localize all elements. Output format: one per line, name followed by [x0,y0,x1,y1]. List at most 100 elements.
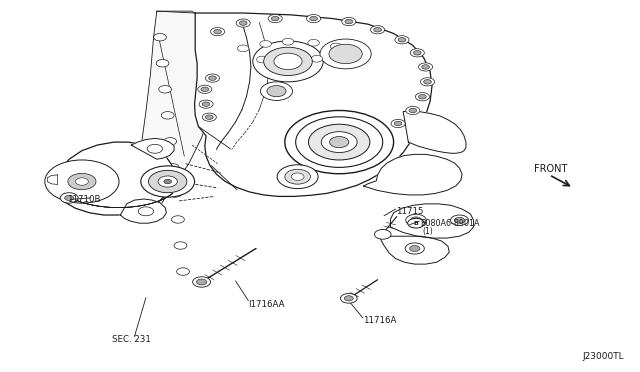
Circle shape [349,49,361,56]
Circle shape [147,144,163,153]
Circle shape [398,38,406,42]
Circle shape [310,16,317,21]
Circle shape [405,243,424,254]
Circle shape [65,195,74,201]
Circle shape [257,56,268,63]
Polygon shape [195,13,432,196]
Circle shape [307,15,321,23]
Circle shape [164,138,177,145]
Circle shape [311,55,323,62]
Circle shape [410,217,422,224]
Circle shape [395,36,409,44]
Circle shape [413,51,421,55]
Circle shape [394,121,402,126]
Circle shape [198,85,212,93]
Circle shape [196,279,207,285]
Circle shape [169,190,182,197]
Polygon shape [390,204,474,238]
Circle shape [330,137,349,148]
Circle shape [202,113,216,121]
Circle shape [330,43,342,50]
Circle shape [253,41,323,82]
Text: B080A6-8901A: B080A6-8901A [420,219,480,228]
Circle shape [308,124,370,160]
Polygon shape [52,142,174,215]
Text: B: B [413,221,419,226]
Circle shape [410,49,424,57]
Circle shape [239,21,247,25]
Circle shape [166,164,179,171]
Circle shape [291,173,304,180]
Circle shape [274,53,302,70]
Circle shape [156,60,169,67]
Text: SEC. 231: SEC. 231 [112,335,151,344]
Circle shape [154,33,166,41]
Circle shape [211,28,225,36]
Text: J23000TL: J23000TL [582,352,624,361]
Circle shape [172,216,184,223]
Text: (1): (1) [422,227,433,236]
Circle shape [420,78,435,86]
Circle shape [329,44,362,64]
Circle shape [419,63,433,71]
Circle shape [138,207,154,216]
Circle shape [214,29,221,34]
Circle shape [345,19,353,24]
Circle shape [237,45,249,52]
Circle shape [342,17,356,26]
Circle shape [76,178,88,185]
Circle shape [164,179,172,184]
Circle shape [410,246,420,251]
Circle shape [422,65,429,69]
Text: 11710B: 11710B [67,195,100,203]
Circle shape [158,176,177,187]
Text: 11715: 11715 [396,207,423,216]
Circle shape [406,106,420,115]
Circle shape [419,94,426,99]
Polygon shape [364,154,462,195]
Circle shape [285,169,310,184]
Text: I1716AA: I1716AA [248,300,285,309]
Circle shape [264,47,312,76]
Circle shape [205,74,220,82]
Circle shape [409,108,417,113]
Circle shape [205,115,213,119]
Circle shape [340,294,357,303]
Circle shape [45,160,119,203]
Circle shape [391,119,405,128]
Circle shape [285,53,297,60]
Circle shape [371,26,385,34]
Circle shape [201,87,209,92]
Circle shape [454,217,465,223]
Circle shape [177,268,189,275]
Circle shape [193,277,211,287]
Circle shape [415,93,429,101]
Circle shape [161,112,174,119]
Circle shape [268,15,282,23]
Circle shape [202,102,210,106]
Polygon shape [120,199,166,223]
Circle shape [260,82,292,100]
Circle shape [344,296,353,301]
Circle shape [424,80,431,84]
Circle shape [199,100,213,108]
Polygon shape [141,11,221,212]
Circle shape [159,86,172,93]
Circle shape [141,166,195,197]
Circle shape [374,28,381,32]
Text: 11716A: 11716A [363,316,396,325]
Circle shape [451,215,468,225]
Circle shape [282,38,294,45]
Circle shape [68,173,96,190]
Circle shape [267,86,286,97]
Circle shape [321,132,357,153]
Circle shape [209,76,216,80]
Polygon shape [47,175,58,185]
Circle shape [277,165,318,189]
Circle shape [174,242,187,249]
Polygon shape [403,111,466,153]
Polygon shape [379,236,449,264]
Circle shape [285,110,394,174]
Circle shape [271,16,279,21]
Text: FRONT: FRONT [534,164,568,174]
